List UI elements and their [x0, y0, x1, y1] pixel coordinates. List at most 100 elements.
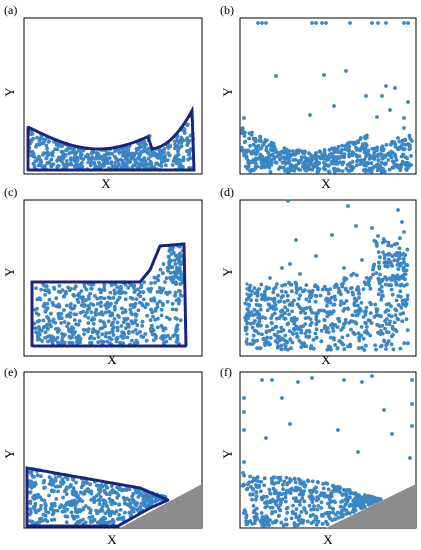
particle-marker — [41, 318, 46, 323]
particle-marker — [407, 133, 412, 138]
particle-marker — [363, 312, 368, 317]
particle-marker — [244, 513, 249, 518]
particle-marker — [81, 299, 85, 304]
particle-marker — [248, 342, 252, 346]
particle-marker — [102, 296, 107, 301]
particle-marker — [365, 160, 370, 165]
particle-marker — [98, 326, 103, 331]
particle-marker — [294, 287, 299, 292]
particle-marker — [325, 154, 330, 159]
particle-marker — [280, 336, 284, 341]
particle-marker — [298, 488, 303, 493]
particle-marker — [396, 208, 400, 212]
particle-marker — [328, 335, 333, 340]
particle-marker — [325, 300, 330, 304]
particle-marker — [99, 483, 104, 487]
particle-marker — [384, 322, 389, 326]
particle-marker — [41, 325, 46, 330]
particle-marker — [387, 257, 391, 262]
particle-marker — [166, 269, 170, 273]
particle-marker — [395, 263, 400, 267]
particle-marker — [285, 340, 290, 345]
particle-marker — [241, 483, 246, 487]
particle-marker — [268, 498, 273, 503]
particle-marker — [136, 287, 140, 292]
particle-marker — [295, 302, 300, 307]
particle-marker — [300, 496, 305, 501]
particle-marker — [406, 341, 410, 346]
particle-marker — [99, 295, 104, 300]
particle-marker — [61, 294, 66, 299]
particle-marker — [258, 489, 263, 494]
x-axis-label: X — [321, 352, 331, 367]
particle-marker — [42, 139, 47, 144]
particle-marker — [151, 328, 156, 333]
particle-marker — [68, 157, 73, 161]
particle-marker — [294, 290, 299, 295]
particle-marker — [49, 311, 53, 316]
particle-marker — [285, 505, 290, 510]
particle-marker — [285, 511, 290, 515]
particle-marker — [64, 520, 69, 524]
particle-marker — [47, 160, 52, 165]
particle-marker — [366, 280, 371, 284]
particle-marker — [358, 162, 363, 166]
particle-marker — [45, 301, 50, 306]
particle-marker — [260, 332, 264, 337]
particle-marker — [372, 157, 377, 161]
particle-marker — [47, 322, 52, 327]
particle-marker — [54, 296, 59, 301]
particle-marker — [255, 322, 260, 327]
particle-marker — [63, 291, 68, 295]
particle-marker — [295, 335, 299, 339]
particle-marker — [309, 321, 314, 325]
particle-marker — [248, 321, 253, 326]
particle-marker — [389, 278, 393, 282]
particle-marker — [246, 482, 250, 487]
particle-marker — [312, 486, 317, 491]
particle-marker — [37, 318, 42, 323]
particle-marker — [303, 484, 307, 489]
particle-marker — [45, 146, 49, 151]
particle-marker — [70, 489, 75, 494]
x-axis-label: X — [101, 176, 111, 191]
particle-marker — [92, 160, 96, 165]
particle-marker — [290, 309, 294, 314]
particle-marker — [265, 308, 270, 313]
particle-marker — [107, 156, 112, 161]
particle-marker — [281, 482, 285, 487]
particle-marker — [75, 155, 80, 160]
particle-marker — [343, 147, 348, 152]
particle-marker — [171, 250, 176, 255]
particle-marker — [294, 163, 299, 168]
particle-marker — [361, 336, 366, 341]
particle-marker — [123, 510, 127, 515]
particle-marker — [45, 306, 50, 311]
particle-marker — [131, 330, 135, 334]
particle-marker — [386, 330, 391, 335]
particle-marker — [45, 327, 50, 331]
particle-marker — [255, 346, 259, 350]
particle-marker — [290, 511, 295, 516]
particle-marker — [117, 315, 121, 319]
particle-marker — [43, 330, 48, 335]
particle-marker — [309, 507, 313, 512]
particle-marker — [390, 264, 394, 268]
particle-marker — [309, 344, 314, 348]
particle-marker — [311, 520, 316, 524]
particle-marker — [36, 333, 40, 338]
particle-marker — [175, 323, 180, 328]
particle-marker — [359, 300, 364, 305]
particle-marker — [118, 157, 123, 162]
particle-marker — [410, 424, 414, 428]
particle-marker — [97, 160, 101, 165]
particle-marker — [283, 344, 288, 348]
particle-marker — [266, 150, 271, 155]
particle-marker — [81, 148, 86, 153]
particle-marker — [341, 326, 345, 330]
particle-marker — [405, 328, 410, 332]
particle-marker — [271, 486, 276, 491]
particle-marker — [340, 148, 344, 152]
particle-marker — [68, 305, 73, 310]
particle-marker — [260, 378, 264, 382]
